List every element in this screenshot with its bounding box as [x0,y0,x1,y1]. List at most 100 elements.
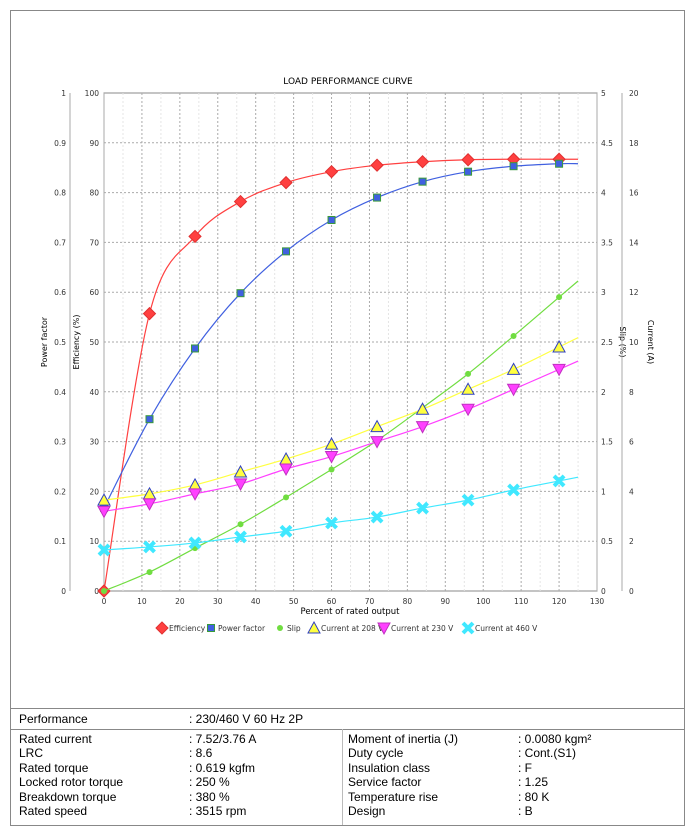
efficiency-tick-label: 100 [85,89,100,98]
efficiency-tick-label: 80 [89,189,99,198]
chart-title: LOAD PERFORMANCE CURVE [283,77,413,87]
legend-label: Efficiency [169,624,206,633]
spec-value: : 0.0080 kgm² [518,732,592,746]
current-axis-title: Current (A) [646,320,655,364]
data-point [236,289,245,298]
data-point [415,421,430,434]
spec-label: Rated current [19,732,92,746]
data-point [97,493,111,506]
data-point [464,167,473,176]
data-point [415,155,430,169]
current-tick-label: 10 [629,338,639,347]
spec-label: Insulation class [348,760,431,775]
data-point [416,501,429,515]
spec-value: : 230/460 V 60 Hz 2P [189,712,304,726]
x-tick-label: 0 [102,597,107,606]
data-point [97,543,111,557]
data-point [143,540,156,554]
data-point [279,463,293,477]
data-point [188,229,202,244]
data-point [324,451,339,464]
motor-spec-table: Performance : 230/460 V 60 Hz 2P Rated c… [11,708,684,825]
data-point [506,362,521,375]
x-tick-label: 20 [175,597,185,606]
efficiency-tick-label: 90 [89,139,99,148]
power_factor-tick-label: 0.8 [54,189,66,198]
data-point [555,159,564,168]
current-tick-label: 14 [629,238,639,247]
current-tick-label: 16 [629,189,639,198]
power_factor-tick-label: 0.4 [54,388,66,397]
spec-value: : 380 % [189,789,230,804]
power_factor-axis-title: Power factor [40,316,49,367]
legend-label: Slip [287,624,301,633]
x-tick-label: 110 [514,597,529,606]
power_factor-tick-label: 0.5 [54,338,66,347]
slip-tick-label: 1 [601,487,606,496]
data-point [461,403,475,417]
slip-tick-label: 2.5 [601,338,613,347]
efficiency-tick-label: 10 [89,537,99,546]
slip-tick-label: 3.5 [601,238,613,247]
spec-label: Design [348,804,386,818]
spec-value: : F [518,760,532,775]
data-point [283,494,290,501]
x-tick-label: 70 [365,597,375,606]
spec-label: LRC [19,746,44,761]
spec-value: : 1.25 [518,775,549,790]
power_factor-tick-label: 0.1 [54,537,66,546]
series-line-current-at-460-v [103,476,579,551]
legend-label: Current at 460 V [475,624,538,633]
power_factor-tick-label: 1 [61,89,66,98]
power_factor-tick-label: 0.7 [54,238,66,247]
data-point [510,333,517,340]
spec-label: Locked rotor torque [19,775,124,790]
data-point [324,164,339,179]
x-tick-label: 30 [213,597,223,606]
data-point [145,415,154,424]
current-tick-label: 12 [629,288,639,297]
x-tick-label: 10 [137,597,147,606]
data-point [97,505,111,519]
spec-label: Moment of inertia (J) [348,732,459,746]
data-point [279,175,293,190]
x-tick-label: 90 [441,597,451,606]
legend-marker-icon [277,625,283,631]
data-point [552,474,566,488]
efficiency-tick-label: 40 [89,388,99,397]
data-point [552,363,566,377]
data-point [188,488,202,501]
data-point [191,344,200,353]
current-tick-label: 4 [629,487,634,496]
data-point [461,153,475,167]
x-tick-label: 50 [289,597,299,606]
spec-value: : 3515 rpm [189,804,247,818]
data-point [552,339,566,353]
power_factor-tick-label: 0.6 [54,288,66,297]
data-point [370,158,384,172]
legend-marker-icon [307,620,321,634]
efficiency-tick-label: 50 [89,338,99,347]
spec-label: Duty cycle [348,746,404,761]
current-tick-label: 2 [629,537,634,546]
current-tick-label: 6 [629,438,634,447]
spec-label: Rated torque [19,760,89,775]
data-point [142,306,157,321]
slip-tick-label: 5 [601,89,606,98]
current-tick-label: 18 [629,139,639,148]
data-point [418,177,427,186]
power_factor-tick-label: 0.3 [54,438,66,447]
efficiency-tick-label: 0 [94,587,99,596]
spec-label: Service factor [348,775,422,790]
x-tick-label: 40 [251,597,261,606]
data-point [370,436,384,449]
spec-value: : 250 % [189,775,230,790]
legend-marker-icon [377,622,391,636]
legend-label: Power factor [218,624,266,633]
data-point [233,464,248,478]
slip-tick-label: 1.5 [601,438,613,447]
data-point [325,516,338,530]
data-point [234,530,247,544]
spec-value: : 80 K [518,789,550,804]
